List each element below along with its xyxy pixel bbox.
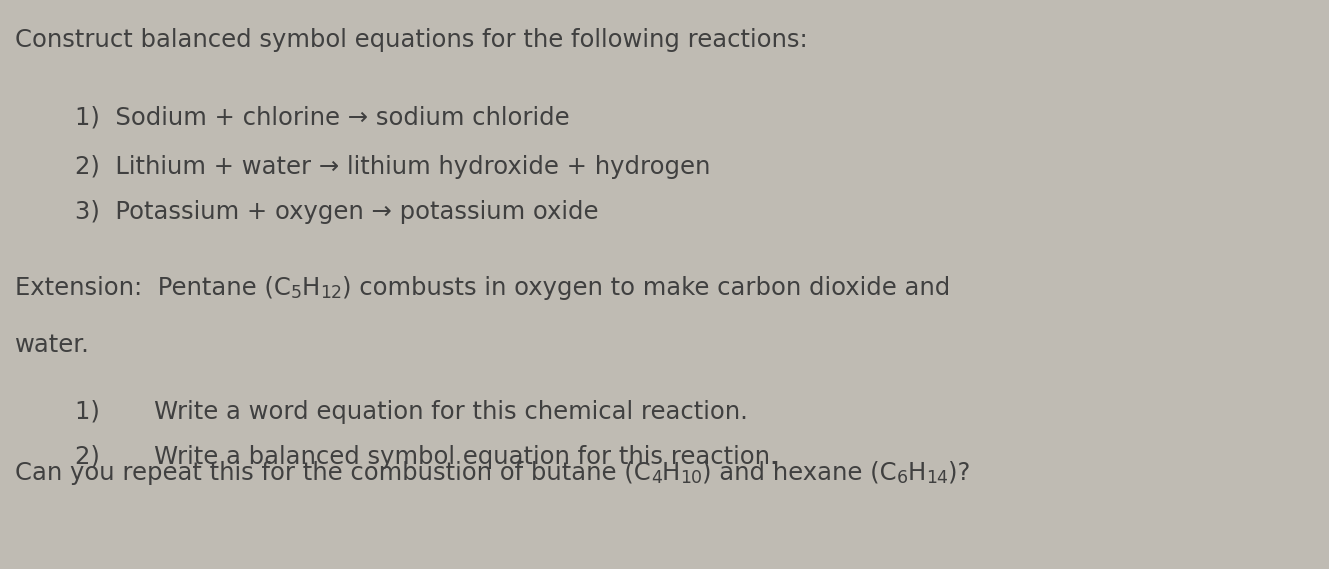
Text: H: H: [662, 461, 680, 485]
Text: 5: 5: [291, 284, 302, 302]
Text: 14: 14: [926, 469, 948, 486]
Text: )?: )?: [948, 461, 970, 485]
Text: water.: water.: [15, 333, 90, 357]
Text: Can you repeat this for the combustion of butane (C: Can you repeat this for the combustion o…: [15, 461, 651, 485]
Text: Construct balanced symbol equations for the following reactions:: Construct balanced symbol equations for …: [15, 28, 808, 52]
Text: 1)       Write a word equation for this chemical reaction.: 1) Write a word equation for this chemic…: [74, 400, 748, 424]
Text: H: H: [908, 461, 926, 485]
Text: 2)  Lithium + water → lithium hydroxide + hydrogen: 2) Lithium + water → lithium hydroxide +…: [74, 155, 711, 179]
Text: 1)  Sodium + chlorine → sodium chloride: 1) Sodium + chlorine → sodium chloride: [74, 105, 570, 129]
Text: 12: 12: [320, 284, 342, 302]
Text: 10: 10: [680, 469, 702, 486]
Text: 4: 4: [651, 469, 662, 486]
Text: 6: 6: [897, 469, 908, 486]
Text: ) combusts in oxygen to make carbon dioxide and: ) combusts in oxygen to make carbon diox…: [342, 276, 950, 300]
Text: ) and hexane (C: ) and hexane (C: [702, 461, 897, 485]
Text: Extension:  Pentane (C: Extension: Pentane (C: [15, 276, 291, 300]
Text: 3)  Potassium + oxygen → potassium oxide: 3) Potassium + oxygen → potassium oxide: [74, 200, 598, 224]
Text: H: H: [302, 276, 320, 300]
Text: 2)       Write a balanced symbol equation for this reaction.: 2) Write a balanced symbol equation for …: [74, 445, 777, 469]
